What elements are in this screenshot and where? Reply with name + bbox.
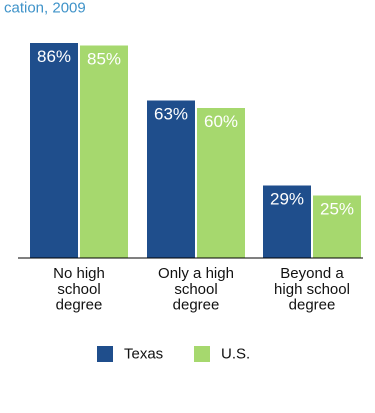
category-label-2-line-1: Only a high — [158, 265, 234, 282]
value-label-us-3: 25% — [320, 200, 354, 219]
bar-texas-1 — [30, 43, 78, 258]
bar-texas-3 — [263, 185, 311, 258]
value-label-us-2: 60% — [204, 112, 238, 131]
category-label-1-line-2: school — [57, 281, 100, 298]
category-label-2-line-3: degree — [173, 297, 220, 314]
legend-swatch-texas — [97, 346, 113, 362]
category-label-1: No high school degree — [53, 265, 105, 314]
value-label-us-1: 85% — [87, 50, 121, 69]
bar-us-2 — [197, 108, 245, 258]
value-labels-group: 86% 85% 63% 60% 29% 25% — [37, 47, 354, 219]
bar-texas-2 — [147, 100, 195, 258]
chart-title-fragment: cation, 2009 — [4, 0, 86, 16]
value-label-texas-2: 63% — [154, 105, 188, 124]
category-label-3-line-3: degree — [289, 297, 336, 314]
legend: Texas U.S. — [97, 346, 250, 363]
category-label-1-line-1: No high — [53, 265, 105, 282]
bar-us-3 — [313, 195, 361, 258]
category-label-3-line-1: Beyond a — [280, 265, 344, 282]
value-label-texas-3: 29% — [270, 190, 304, 209]
category-label-2: Only a high school degree — [158, 265, 234, 314]
legend-label-texas: Texas — [124, 346, 163, 363]
bars-group — [30, 43, 361, 258]
value-label-texas-1: 86% — [37, 47, 71, 66]
bar-us-1 — [80, 45, 128, 258]
legend-swatch-us — [194, 346, 210, 362]
category-label-1-line-3: degree — [56, 297, 103, 314]
category-label-3: Beyond a high school degree — [274, 265, 350, 314]
category-label-2-line-2: school — [174, 281, 217, 298]
legend-label-us: U.S. — [221, 346, 250, 363]
category-label-3-line-2: high school — [274, 281, 350, 298]
